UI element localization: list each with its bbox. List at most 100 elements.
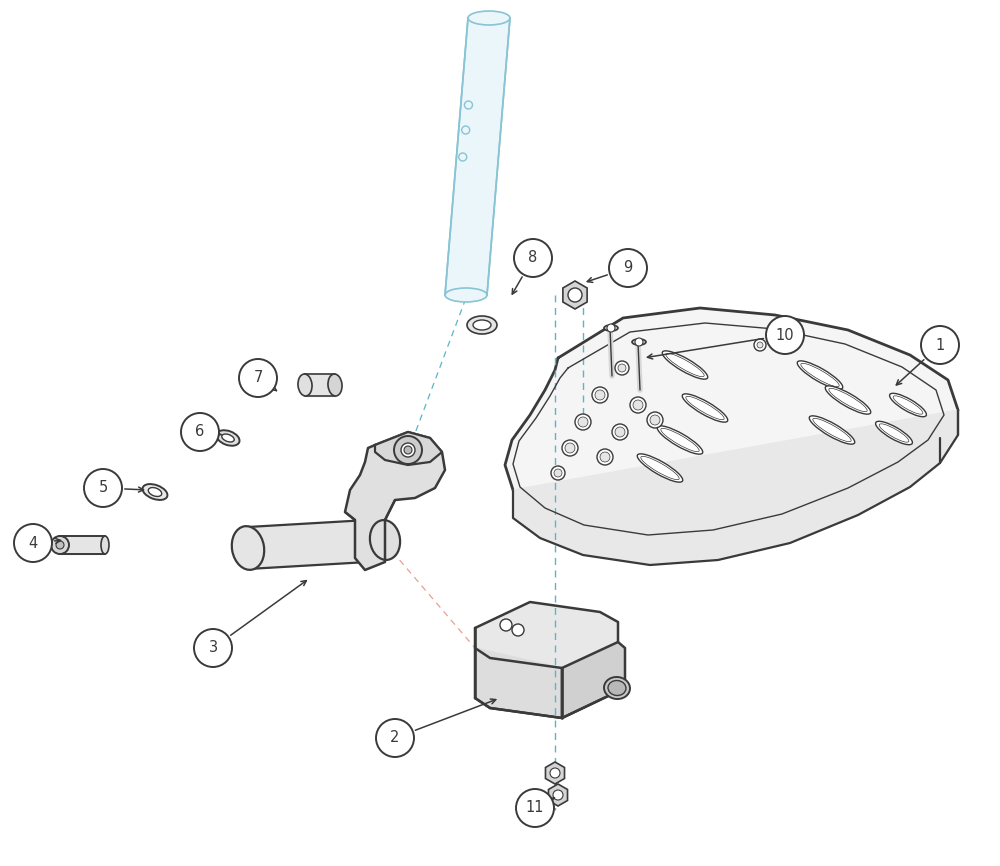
Polygon shape: [248, 519, 385, 569]
Polygon shape: [375, 432, 442, 465]
Circle shape: [51, 536, 69, 554]
Circle shape: [14, 524, 52, 562]
Ellipse shape: [473, 320, 491, 330]
Ellipse shape: [148, 488, 162, 496]
Circle shape: [754, 339, 766, 351]
Circle shape: [633, 400, 643, 410]
Ellipse shape: [604, 325, 618, 331]
Circle shape: [459, 153, 467, 161]
Text: 10: 10: [776, 327, 794, 342]
Ellipse shape: [143, 484, 167, 500]
Circle shape: [562, 440, 578, 456]
Circle shape: [921, 326, 959, 364]
Ellipse shape: [829, 388, 867, 411]
Circle shape: [239, 359, 277, 397]
Ellipse shape: [608, 681, 626, 695]
Ellipse shape: [825, 386, 871, 414]
Circle shape: [554, 469, 562, 477]
Circle shape: [635, 338, 643, 346]
Ellipse shape: [101, 536, 109, 554]
Circle shape: [376, 719, 414, 757]
Circle shape: [578, 417, 588, 427]
Circle shape: [56, 541, 64, 549]
Ellipse shape: [682, 394, 728, 422]
Text: 7: 7: [253, 371, 263, 385]
Ellipse shape: [445, 288, 487, 302]
Ellipse shape: [467, 316, 497, 334]
Ellipse shape: [666, 353, 704, 377]
Circle shape: [464, 101, 472, 109]
Ellipse shape: [797, 361, 843, 389]
Circle shape: [553, 790, 563, 800]
Text: 8: 8: [528, 250, 538, 266]
Circle shape: [600, 452, 610, 462]
Ellipse shape: [468, 11, 510, 25]
Ellipse shape: [641, 456, 679, 480]
Polygon shape: [345, 432, 445, 570]
Circle shape: [500, 619, 512, 631]
Circle shape: [565, 443, 575, 453]
Circle shape: [647, 412, 663, 428]
Polygon shape: [475, 648, 562, 718]
Polygon shape: [60, 536, 105, 554]
Ellipse shape: [298, 374, 312, 396]
Polygon shape: [562, 642, 625, 718]
Circle shape: [404, 446, 412, 454]
Polygon shape: [505, 308, 958, 540]
Circle shape: [516, 789, 554, 827]
Circle shape: [612, 424, 628, 440]
Circle shape: [550, 768, 560, 778]
Circle shape: [630, 397, 646, 413]
Circle shape: [568, 288, 582, 302]
Circle shape: [618, 364, 626, 372]
Ellipse shape: [686, 397, 724, 420]
Circle shape: [394, 436, 422, 464]
Circle shape: [650, 415, 660, 425]
Text: 6: 6: [195, 424, 205, 440]
Text: 2: 2: [390, 731, 400, 746]
Ellipse shape: [801, 364, 839, 387]
Circle shape: [512, 624, 524, 636]
Ellipse shape: [809, 416, 855, 444]
Circle shape: [551, 466, 565, 480]
Text: 11: 11: [526, 800, 544, 816]
Circle shape: [181, 413, 219, 451]
Ellipse shape: [632, 339, 646, 345]
Ellipse shape: [604, 677, 630, 699]
Circle shape: [592, 387, 608, 403]
Ellipse shape: [222, 434, 234, 442]
Circle shape: [194, 629, 232, 667]
Ellipse shape: [879, 423, 909, 443]
Ellipse shape: [890, 393, 926, 417]
Ellipse shape: [661, 429, 699, 452]
Ellipse shape: [657, 426, 703, 454]
Circle shape: [609, 249, 647, 287]
Ellipse shape: [328, 374, 342, 396]
Text: 4: 4: [28, 535, 38, 551]
Circle shape: [757, 342, 763, 348]
Ellipse shape: [216, 430, 240, 446]
Ellipse shape: [893, 396, 923, 414]
Circle shape: [84, 469, 122, 507]
Polygon shape: [305, 374, 335, 396]
Ellipse shape: [232, 527, 264, 570]
Ellipse shape: [370, 520, 400, 560]
Text: 9: 9: [623, 261, 633, 275]
Circle shape: [401, 443, 415, 457]
Polygon shape: [475, 602, 618, 668]
Text: 1: 1: [935, 338, 945, 352]
Circle shape: [615, 427, 625, 437]
Ellipse shape: [662, 351, 708, 379]
Circle shape: [615, 361, 629, 375]
Polygon shape: [513, 410, 958, 565]
Polygon shape: [445, 18, 510, 295]
Circle shape: [514, 239, 552, 277]
Circle shape: [462, 126, 470, 134]
Text: 3: 3: [208, 641, 218, 656]
Ellipse shape: [813, 418, 851, 442]
Ellipse shape: [876, 421, 912, 445]
Circle shape: [766, 316, 804, 354]
Circle shape: [607, 324, 615, 332]
Circle shape: [575, 414, 591, 430]
Circle shape: [597, 449, 613, 465]
